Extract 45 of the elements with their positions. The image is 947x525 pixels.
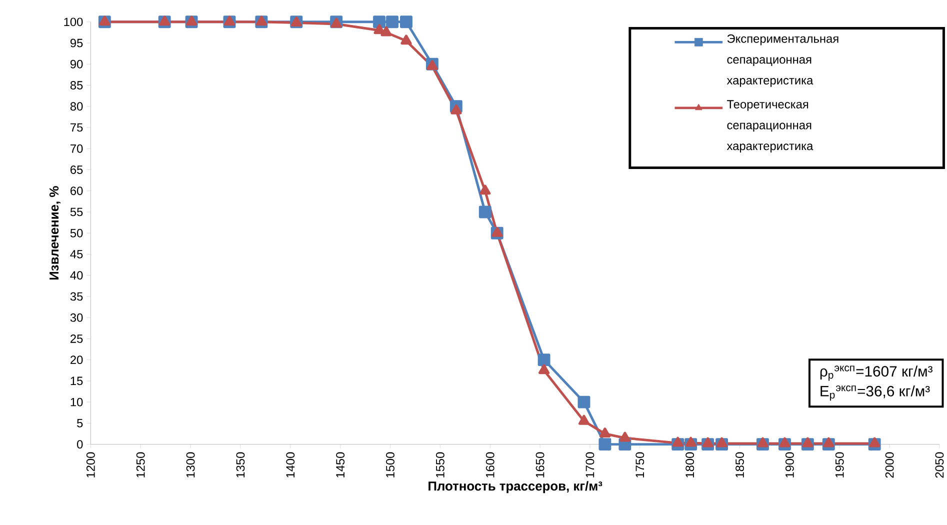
x-tick-label: 1750 xyxy=(636,452,644,478)
y-tick-label: 20 xyxy=(70,356,83,364)
y-tick-label: 65 xyxy=(70,166,83,174)
y-tick-label: 50 xyxy=(70,228,83,238)
legend-label: Экспериментальная сепарационная характеристика xyxy=(726,34,838,87)
x-tick-label: 1850 xyxy=(736,452,744,478)
y-tick-label: 75 xyxy=(70,123,83,132)
y-tick-label: 35 xyxy=(70,292,83,301)
annotation: E$_{р}$$^{эксп}$=36,6 кг/м³ xyxy=(820,386,930,401)
x-tick-label: 1200 xyxy=(86,452,95,478)
x-tick-label: 1800 xyxy=(686,452,694,478)
x-tick-label: 1550 xyxy=(436,452,444,478)
y-tick-label: 70 xyxy=(70,144,83,153)
y-tick-label: 100 xyxy=(64,18,83,26)
x-tick-label: 1300 xyxy=(186,452,195,478)
y-tick-label: 0 xyxy=(77,440,83,449)
annotation: ρ$_{р}$$^{эксп}$=1607 кг/м³ xyxy=(820,366,932,381)
y-tick-label: 45 xyxy=(70,250,83,258)
y-tick-label: 25 xyxy=(70,334,83,343)
y-tick-label: 95 xyxy=(70,38,83,48)
y-tick-label: 40 xyxy=(70,271,83,280)
legend-label: Теоретическая сепарационная характеристика xyxy=(726,100,814,153)
y-tick-label: 85 xyxy=(70,81,83,90)
x-axis-title: Плотность трассеров, кг/м³ xyxy=(428,481,602,494)
x-tick-label: 1500 xyxy=(386,452,394,478)
y-tick-label: 60 xyxy=(70,186,83,196)
x-tick-label: 1250 xyxy=(136,452,145,478)
x-tick-label: 1450 xyxy=(336,452,345,478)
x-tick-label: 1900 xyxy=(785,452,794,478)
x-tick-label: 1700 xyxy=(586,452,594,478)
y-tick-label: 10 xyxy=(70,398,83,406)
x-tick-label: 2050 xyxy=(935,452,944,478)
y-tick-label: 5 xyxy=(77,419,83,428)
x-tick-label: 1950 xyxy=(835,452,844,478)
x-tick-label: 1400 xyxy=(286,452,295,478)
x-tick-label: 1650 xyxy=(536,452,544,478)
y-axis-title: Извлечение, % xyxy=(49,186,60,280)
x-tick-label: 1350 xyxy=(236,452,245,478)
x-tick-label: 2000 xyxy=(885,452,894,478)
y-tick-label: 80 xyxy=(70,102,83,111)
y-tick-label: 90 xyxy=(70,60,83,68)
y-tick-label: 55 xyxy=(70,208,83,216)
y-tick-label: 15 xyxy=(70,376,83,386)
x-tick-label: 1600 xyxy=(486,452,494,478)
y-tick-label: 30 xyxy=(70,313,83,322)
